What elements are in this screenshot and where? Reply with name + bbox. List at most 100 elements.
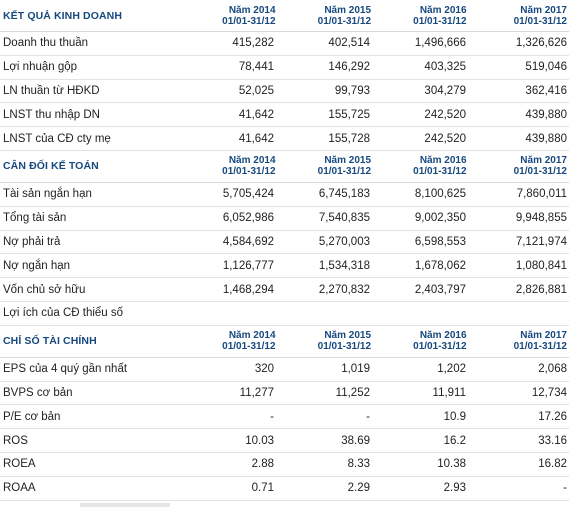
balance-section: CÂN ĐỐI KẾ TOÁN Năm 2014 01/01-31/12 Năm … xyxy=(0,151,569,326)
row-label[interactable]: P/E cơ bản xyxy=(3,410,61,423)
ratios-col-2015: Năm 2015 01/01-31/12 xyxy=(278,326,374,357)
value-cell: 242,520 xyxy=(424,108,466,121)
col-year: Năm 2015 xyxy=(324,155,372,167)
col-year: Năm 2017 xyxy=(520,4,567,16)
value-cell: 41,642 xyxy=(238,108,274,121)
col-period: 01/01-31/12 xyxy=(513,341,567,353)
value-cell: 2,826,881 xyxy=(515,283,567,296)
row-label[interactable]: Lợi ích của CĐ thiểu số xyxy=(3,307,124,320)
row-label[interactable]: Tài sản ngắn hạn xyxy=(3,188,92,201)
value-cell: 2.93 xyxy=(443,482,466,495)
value-cell: 7,121,974 xyxy=(515,235,567,248)
row-label[interactable]: Nợ phải trả xyxy=(3,235,61,248)
value-cell: 304,279 xyxy=(424,84,466,97)
value-cell: 11,911 xyxy=(432,386,466,399)
row-label[interactable]: EPS của 4 quý gần nhất xyxy=(3,363,128,376)
value-cell: 6,598,553 xyxy=(414,235,466,248)
value-cell: 52,025 xyxy=(238,84,274,97)
ratios-col-2016: Năm 2016 01/01-31/12 xyxy=(373,326,469,357)
row-label[interactable]: Lợi nhuận gộp xyxy=(3,61,78,74)
table-row: Tài sản ngắn hạn 5,705,424 6,745,183 8,100,… xyxy=(0,183,569,207)
col-year: Năm 2016 xyxy=(419,4,467,16)
value-cell: 403,325 xyxy=(424,61,466,74)
balance-col-2015: Năm 2015 01/01-31/12 xyxy=(278,151,374,182)
balance-col-2016: Năm 2016 01/01-31/12 xyxy=(373,151,469,182)
row-label[interactable]: Nợ ngắn hạn xyxy=(3,259,71,272)
value-cell: 1,678,062 xyxy=(414,259,466,272)
income-title: KẾT QUẢ KINH DOANH xyxy=(3,9,123,22)
table-row: ROEA 2.88 8.33 10.38 16.82 xyxy=(0,453,569,477)
value-cell: 362,416 xyxy=(525,84,567,97)
value-cell: 38.69 xyxy=(341,434,370,447)
table-row: BVPS cơ bản 11,277 11,252 11,911 12,734 xyxy=(0,382,569,406)
value-cell: 415,282 xyxy=(232,37,274,50)
row-label[interactable]: Doanh thu thuần xyxy=(3,37,89,50)
value-cell: 2,270,832 xyxy=(318,283,370,296)
row-label[interactable]: LN thuần từ HĐKD xyxy=(3,84,100,97)
value-cell: 519,046 xyxy=(525,61,567,74)
income-col-2014: Năm 2014 01/01-31/12 xyxy=(182,0,278,31)
table-row: LNST thu nhập DN 41,642 155,725 242,520 439,… xyxy=(0,103,569,128)
table-row: Nợ phải trả 4,584,692 5,270,003 6,598,553 7,… xyxy=(0,231,569,255)
ratios-col-2014: Năm 2014 01/01-31/12 xyxy=(182,326,278,357)
balance-col-2017: Năm 2017 01/01-31/12 xyxy=(469,151,569,182)
col-period: 01/01-31/12 xyxy=(222,15,276,27)
value-cell: 2,068 xyxy=(538,363,567,376)
footer-scroll-stub xyxy=(0,501,569,507)
ratios-title: CHỈ SỐ TÀI CHÍNH xyxy=(3,335,97,348)
value-cell: 320 xyxy=(254,363,274,376)
table-row: Lợi ích của CĐ thiểu số xyxy=(0,302,569,326)
value-cell: 6,745,183 xyxy=(318,188,370,201)
value-cell: 11,252 xyxy=(335,386,370,399)
value-cell: 1,202 xyxy=(437,363,466,376)
row-label[interactable]: ROS xyxy=(3,434,28,447)
value-cell: 1,019 xyxy=(341,363,370,376)
value-cell: 6,052,986 xyxy=(222,212,274,225)
value-cell: 2.88 xyxy=(251,458,274,471)
value-cell: 1,326,626 xyxy=(515,37,567,50)
value-cell: - xyxy=(366,410,370,423)
row-label[interactable]: BVPS cơ bản xyxy=(3,386,73,399)
value-cell: 242,520 xyxy=(424,132,466,145)
value-cell: 10.9 xyxy=(443,410,466,423)
value-cell: 1,534,318 xyxy=(318,259,370,272)
row-label[interactable]: LNST thu nhập DN xyxy=(3,108,100,121)
scrollbar-stub[interactable] xyxy=(80,502,170,507)
col-year: Năm 2014 xyxy=(228,4,276,16)
ratios-section: CHỈ SỐ TÀI CHÍNH Năm 2014 01/01-31/12 Năm… xyxy=(0,326,569,501)
col-year: Năm 2014 xyxy=(228,155,276,167)
value-cell: 2,403,797 xyxy=(414,283,466,296)
row-label[interactable]: Tổng tài sản xyxy=(3,212,67,225)
value-cell: 78,441 xyxy=(238,61,274,74)
ratios-header: CHỈ SỐ TÀI CHÍNH Năm 2014 01/01-31/12 Năm… xyxy=(0,326,569,358)
income-section: KẾT QUẢ KINH DOANH Năm 2014 01/01-31/12 N… xyxy=(0,0,569,151)
col-year: Năm 2015 xyxy=(324,330,372,342)
row-label[interactable]: ROEA xyxy=(3,458,36,471)
col-period: 01/01-31/12 xyxy=(413,15,467,27)
value-cell: 7,860,011 xyxy=(516,188,567,201)
value-cell: - xyxy=(270,410,274,423)
value-cell: 10.03 xyxy=(245,434,274,447)
row-label[interactable]: Vốn chủ sở hữu xyxy=(3,283,86,296)
income-col-2017: Năm 2017 01/01-31/12 xyxy=(469,0,569,31)
table-row: Vốn chủ sở hữu 1,468,294 2,270,832 2,403,79… xyxy=(0,278,569,302)
value-cell: 2.29 xyxy=(347,482,370,495)
value-cell: - xyxy=(563,482,567,495)
col-year: Năm 2016 xyxy=(419,330,467,342)
table-row: LNST của CĐ cty mẹ 41,642 155,728 242,520 43… xyxy=(0,127,569,151)
value-cell: 439,880 xyxy=(525,132,567,145)
ratios-col-2017: Năm 2017 01/01-31/12 xyxy=(469,326,569,357)
col-year: Năm 2015 xyxy=(324,4,372,16)
value-cell: 1,080,841 xyxy=(515,259,567,272)
table-row: EPS của 4 quý gần nhất 320 1,019 1,202 2,068 xyxy=(0,358,569,382)
row-label[interactable]: LNST của CĐ cty mẹ xyxy=(3,132,111,145)
value-cell: 9,002,350 xyxy=(414,212,466,225)
value-cell: 16.2 xyxy=(443,434,466,447)
value-cell: 12,734 xyxy=(531,386,567,399)
value-cell: 17.26 xyxy=(538,410,567,423)
row-label[interactable]: ROAA xyxy=(3,482,36,495)
col-period: 01/01-31/12 xyxy=(413,166,467,178)
balance-col-2014: Năm 2014 01/01-31/12 xyxy=(182,151,278,182)
value-cell: 9,948,855 xyxy=(515,212,567,225)
value-cell: 155,728 xyxy=(328,132,370,145)
